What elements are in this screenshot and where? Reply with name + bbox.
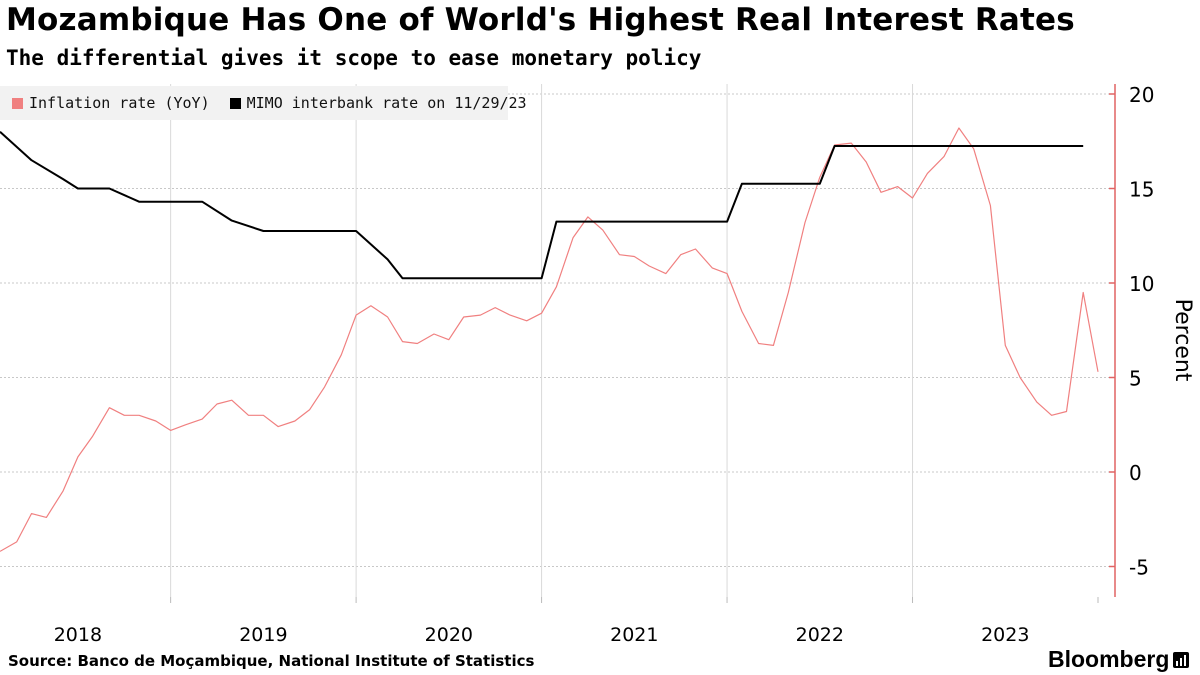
legend-item-mimo: MIMO interbank rate on 11/29/23: [229, 94, 527, 112]
bloomberg-terminal-icon: [1173, 651, 1190, 668]
x-tick-label: 2019: [239, 624, 287, 646]
series-layer: [0, 127, 1099, 552]
grid-layer: [0, 84, 1115, 597]
legend-swatch-inflation: [12, 97, 23, 109]
y-tick-label: 20: [1129, 83, 1154, 107]
y-tick-label: 0: [1129, 461, 1142, 485]
y-tick-label: 15: [1129, 178, 1154, 202]
x-axis: 2018 2019 2020 2021 2022 2023: [54, 597, 1099, 646]
x-tick-label: 2018: [54, 624, 102, 646]
legend-swatch-mimo: [229, 97, 241, 109]
chart-title: Mozambique Has One of World's Highest Re…: [6, 2, 1075, 38]
x-tick-label: 2020: [425, 624, 473, 646]
chart-subtitle: The differential gives it scope to ease …: [6, 46, 702, 70]
brand-name: Bloomberg: [1048, 646, 1170, 672]
legend-label-inflation: Inflation rate (YoY): [29, 94, 210, 112]
legend: Inflation rate (YoY) MIMO interbank rate…: [0, 86, 527, 120]
x-tick-label: 2021: [610, 624, 658, 646]
y-tick-label: -5: [1129, 556, 1149, 580]
series-line-inflation: [0, 127, 1099, 552]
bloomberg-logo: Bloomberg: [1048, 646, 1190, 673]
x-tick-label: 2022: [796, 624, 844, 646]
y-tick-label: 5: [1129, 367, 1142, 391]
legend-item-inflation: Inflation rate (YoY): [12, 94, 210, 112]
legend-label-mimo: MIMO interbank rate on 11/29/23: [246, 94, 527, 112]
y-tick-label: 10: [1129, 272, 1154, 296]
source-note: Source: Banco de Moçambique, National In…: [8, 652, 535, 670]
x-tick-label: 2023: [981, 624, 1029, 646]
series-line-mimo: [0, 131, 1084, 280]
y-axis-label: Percent: [1170, 299, 1195, 382]
y-axis: 20 15 10 5 0 -5: [1109, 83, 1154, 597]
